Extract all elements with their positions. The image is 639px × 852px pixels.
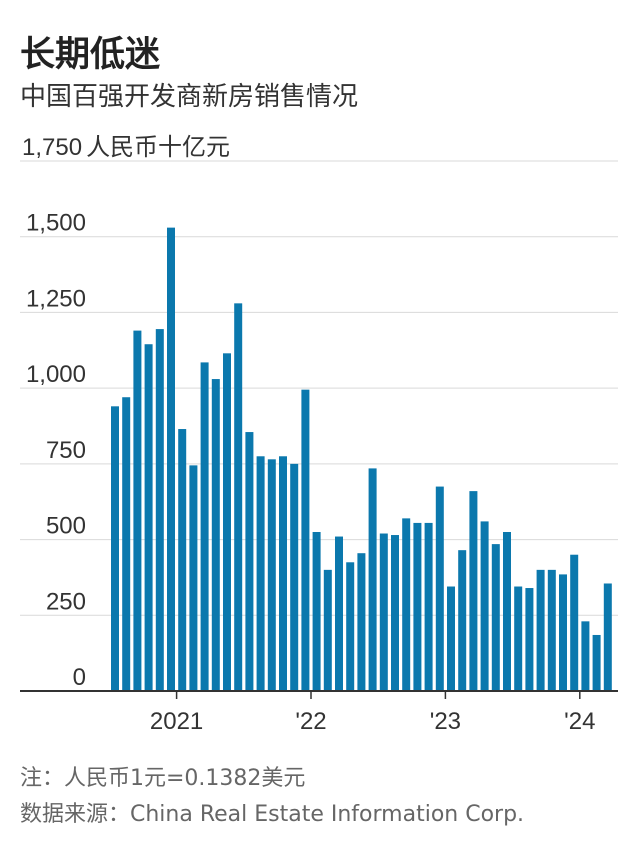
- bar-2022-03: [335, 536, 343, 691]
- y-tick-label: 1,000: [26, 361, 86, 388]
- gridlines: [20, 160, 618, 616]
- bar-2022-04: [346, 562, 355, 691]
- chart-subtitle: 中国百强开发商新房销售情况: [20, 82, 359, 112]
- bar-2022-01: [312, 532, 321, 691]
- bar-2021-06: [234, 303, 243, 691]
- bar-2023-07: [514, 586, 523, 691]
- bar-2023-11: [559, 574, 567, 691]
- bar-2022-02: [323, 569, 332, 691]
- y-tick-label: 500: [46, 513, 86, 540]
- bar-2021-01: [178, 429, 187, 691]
- bar-2020-09: [133, 330, 142, 691]
- bar-2022-07: [379, 533, 388, 691]
- bar-2024-02: [592, 634, 601, 691]
- bar-2021-12: [301, 389, 310, 691]
- bar-2024-01: [581, 621, 590, 691]
- bar-2021-11: [290, 463, 299, 691]
- bar-2021-05: [223, 353, 231, 691]
- bar-2023-09: [536, 569, 545, 691]
- bar-2020-10: [144, 344, 153, 691]
- y-tick-label: 1,250: [26, 285, 86, 312]
- bar-2023-02: [458, 550, 467, 691]
- bar-2022-06: [368, 468, 377, 691]
- y-tick-label: 1,500: [26, 210, 86, 237]
- bar-2021-02: [189, 465, 198, 691]
- x-tick-label: 2021: [150, 708, 203, 735]
- y-tick-label: 1,750 人民币十亿元: [22, 133, 230, 161]
- y-axis-ticks: 0 250 500 750 1,000 1,250 1,500 1,750 人民币十亿元: [22, 133, 230, 691]
- x-tick-label: '23: [430, 708, 461, 735]
- bar-2024-03: [603, 583, 612, 691]
- bar-2023-10: [547, 569, 556, 691]
- bar-2023-12: [570, 554, 579, 691]
- currency-note: 注：人民币1元=0.1382美元: [20, 766, 306, 791]
- y-tick-label: 750: [46, 437, 86, 464]
- bar-2021-04: [211, 379, 220, 691]
- bar-2020-07: [111, 406, 119, 691]
- bar-2020-08: [122, 397, 131, 691]
- bar-2022-10: [413, 522, 422, 691]
- bar-2020-12: [167, 227, 175, 691]
- y-tick-label: 250: [46, 588, 86, 615]
- source-note: 数据来源：China Real Estate Information Corp.: [20, 802, 525, 827]
- bar-2022-05: [357, 553, 366, 691]
- bar-2021-08: [256, 456, 265, 691]
- bar-2021-07: [245, 432, 254, 691]
- y-axis-unit: 人民币十亿元: [86, 133, 230, 161]
- x-axis-ticks: 2021 '22 '23 '24: [150, 691, 595, 735]
- bar-2020-11: [155, 329, 164, 691]
- chart-title: 长期低迷: [20, 35, 161, 75]
- bar-2023-04: [480, 521, 489, 691]
- bar-2023-05: [491, 544, 500, 691]
- bar-2023-03: [469, 491, 478, 691]
- bar-2022-09: [402, 518, 411, 691]
- y-tick-label: 0: [73, 664, 86, 691]
- bars: [111, 227, 612, 691]
- x-tick-label: '24: [564, 708, 595, 735]
- bar-2021-09: [267, 459, 276, 691]
- bar-2021-10: [279, 456, 287, 691]
- x-tick-label: '22: [295, 708, 326, 735]
- bar-2023-06: [503, 532, 511, 691]
- bar-2023-01: [447, 586, 455, 691]
- bar-2023-08: [525, 588, 534, 691]
- bar-2022-12: [435, 486, 444, 691]
- bar-2021-03: [200, 362, 209, 691]
- bar-2022-08: [391, 535, 399, 691]
- bar-2022-11: [424, 522, 433, 691]
